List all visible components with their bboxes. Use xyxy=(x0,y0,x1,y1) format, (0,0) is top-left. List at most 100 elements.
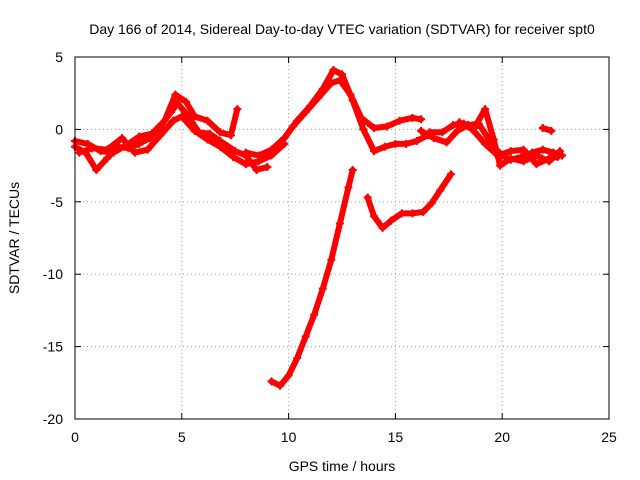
data-point xyxy=(442,138,451,147)
data-point xyxy=(310,310,319,319)
data-point xyxy=(489,135,498,144)
y-tick-label: -5 xyxy=(51,194,64,210)
data-point xyxy=(267,145,276,154)
data-point xyxy=(203,116,212,125)
data-point xyxy=(169,116,178,125)
data-point xyxy=(397,209,406,218)
data-point xyxy=(412,136,421,145)
data-point xyxy=(335,219,344,228)
data-point xyxy=(288,122,297,131)
data-point xyxy=(109,148,118,157)
data-point xyxy=(346,90,355,99)
data-point xyxy=(130,148,139,157)
data-point xyxy=(233,105,242,114)
data-point xyxy=(203,135,212,144)
data-point xyxy=(216,128,225,137)
data-point xyxy=(160,116,169,125)
data-point xyxy=(387,216,396,225)
data-point xyxy=(402,139,411,148)
data-point xyxy=(496,161,505,170)
y-tick-label: 5 xyxy=(55,49,63,65)
x-tick-label: 10 xyxy=(281,429,297,445)
grid xyxy=(75,57,609,419)
data-point xyxy=(481,105,490,114)
data-point xyxy=(327,255,336,264)
data-point xyxy=(493,151,502,160)
data-point xyxy=(408,209,417,218)
data-point xyxy=(370,212,379,221)
data-point xyxy=(314,93,323,102)
x-axis-label: GPS time / hours xyxy=(289,458,396,474)
series-line-track-5 xyxy=(274,77,424,150)
chart-title: Day 166 of 2014, Sidereal Day-to-day VTE… xyxy=(89,21,595,37)
data-point xyxy=(506,147,515,156)
data-point xyxy=(446,170,455,179)
data-point xyxy=(417,115,426,124)
data-point xyxy=(547,126,556,135)
data-point xyxy=(506,154,515,163)
data-point xyxy=(231,147,240,156)
data-point xyxy=(135,139,144,148)
data-point xyxy=(143,145,152,154)
data-point xyxy=(226,131,235,140)
data-point xyxy=(327,79,336,88)
x-tick-label: 15 xyxy=(388,429,404,445)
data-point xyxy=(75,148,84,157)
x-tick-label: 20 xyxy=(494,429,510,445)
data-point xyxy=(370,147,379,156)
data-point xyxy=(338,70,346,79)
data-point xyxy=(357,113,366,122)
y-tick-label: 0 xyxy=(55,121,63,137)
data-point xyxy=(455,118,464,127)
data-point xyxy=(241,160,250,169)
series-line-track-11 xyxy=(364,171,454,231)
data-point xyxy=(284,371,293,380)
axis-ticks: 0 5 10 15 20 25 -20 -15 -10 -5 0 5 xyxy=(43,49,617,445)
data-point xyxy=(88,144,97,153)
x-tick-label: 5 xyxy=(178,429,186,445)
data-point xyxy=(318,284,327,293)
data-point xyxy=(545,154,554,163)
data-point xyxy=(519,145,528,154)
data-point xyxy=(329,66,338,75)
data-point xyxy=(190,126,199,135)
data-point xyxy=(553,152,562,161)
data-point xyxy=(301,332,310,341)
data-point xyxy=(205,129,214,138)
data-point xyxy=(293,354,302,363)
x-tick-label: 0 xyxy=(71,429,79,445)
data-point xyxy=(171,90,180,99)
data-point xyxy=(263,163,272,172)
data-point xyxy=(301,108,310,117)
data-point xyxy=(382,122,391,131)
data-point xyxy=(538,145,547,154)
data-point xyxy=(254,151,263,160)
data-point xyxy=(229,152,238,161)
data-point xyxy=(103,154,112,163)
data-point xyxy=(532,151,541,160)
data-point xyxy=(453,126,462,135)
data-point xyxy=(359,125,368,134)
data-point xyxy=(363,193,372,202)
data-point xyxy=(348,165,357,174)
data-point xyxy=(135,132,144,141)
data-point xyxy=(182,97,191,106)
data-point xyxy=(419,207,428,216)
data-point xyxy=(468,125,477,134)
data-point xyxy=(427,199,436,208)
plot-frame xyxy=(74,56,610,420)
data-point xyxy=(276,381,285,390)
data-point xyxy=(391,139,400,148)
data-point xyxy=(395,116,404,125)
data-point xyxy=(190,112,199,121)
data-point xyxy=(417,126,426,135)
y-tick-label: -20 xyxy=(43,411,63,427)
series-group xyxy=(71,66,567,390)
data-point xyxy=(438,128,447,137)
data-point xyxy=(380,142,389,151)
data-point xyxy=(273,142,282,151)
data-point xyxy=(117,134,126,143)
data-point xyxy=(335,76,344,85)
data-point xyxy=(538,123,547,132)
